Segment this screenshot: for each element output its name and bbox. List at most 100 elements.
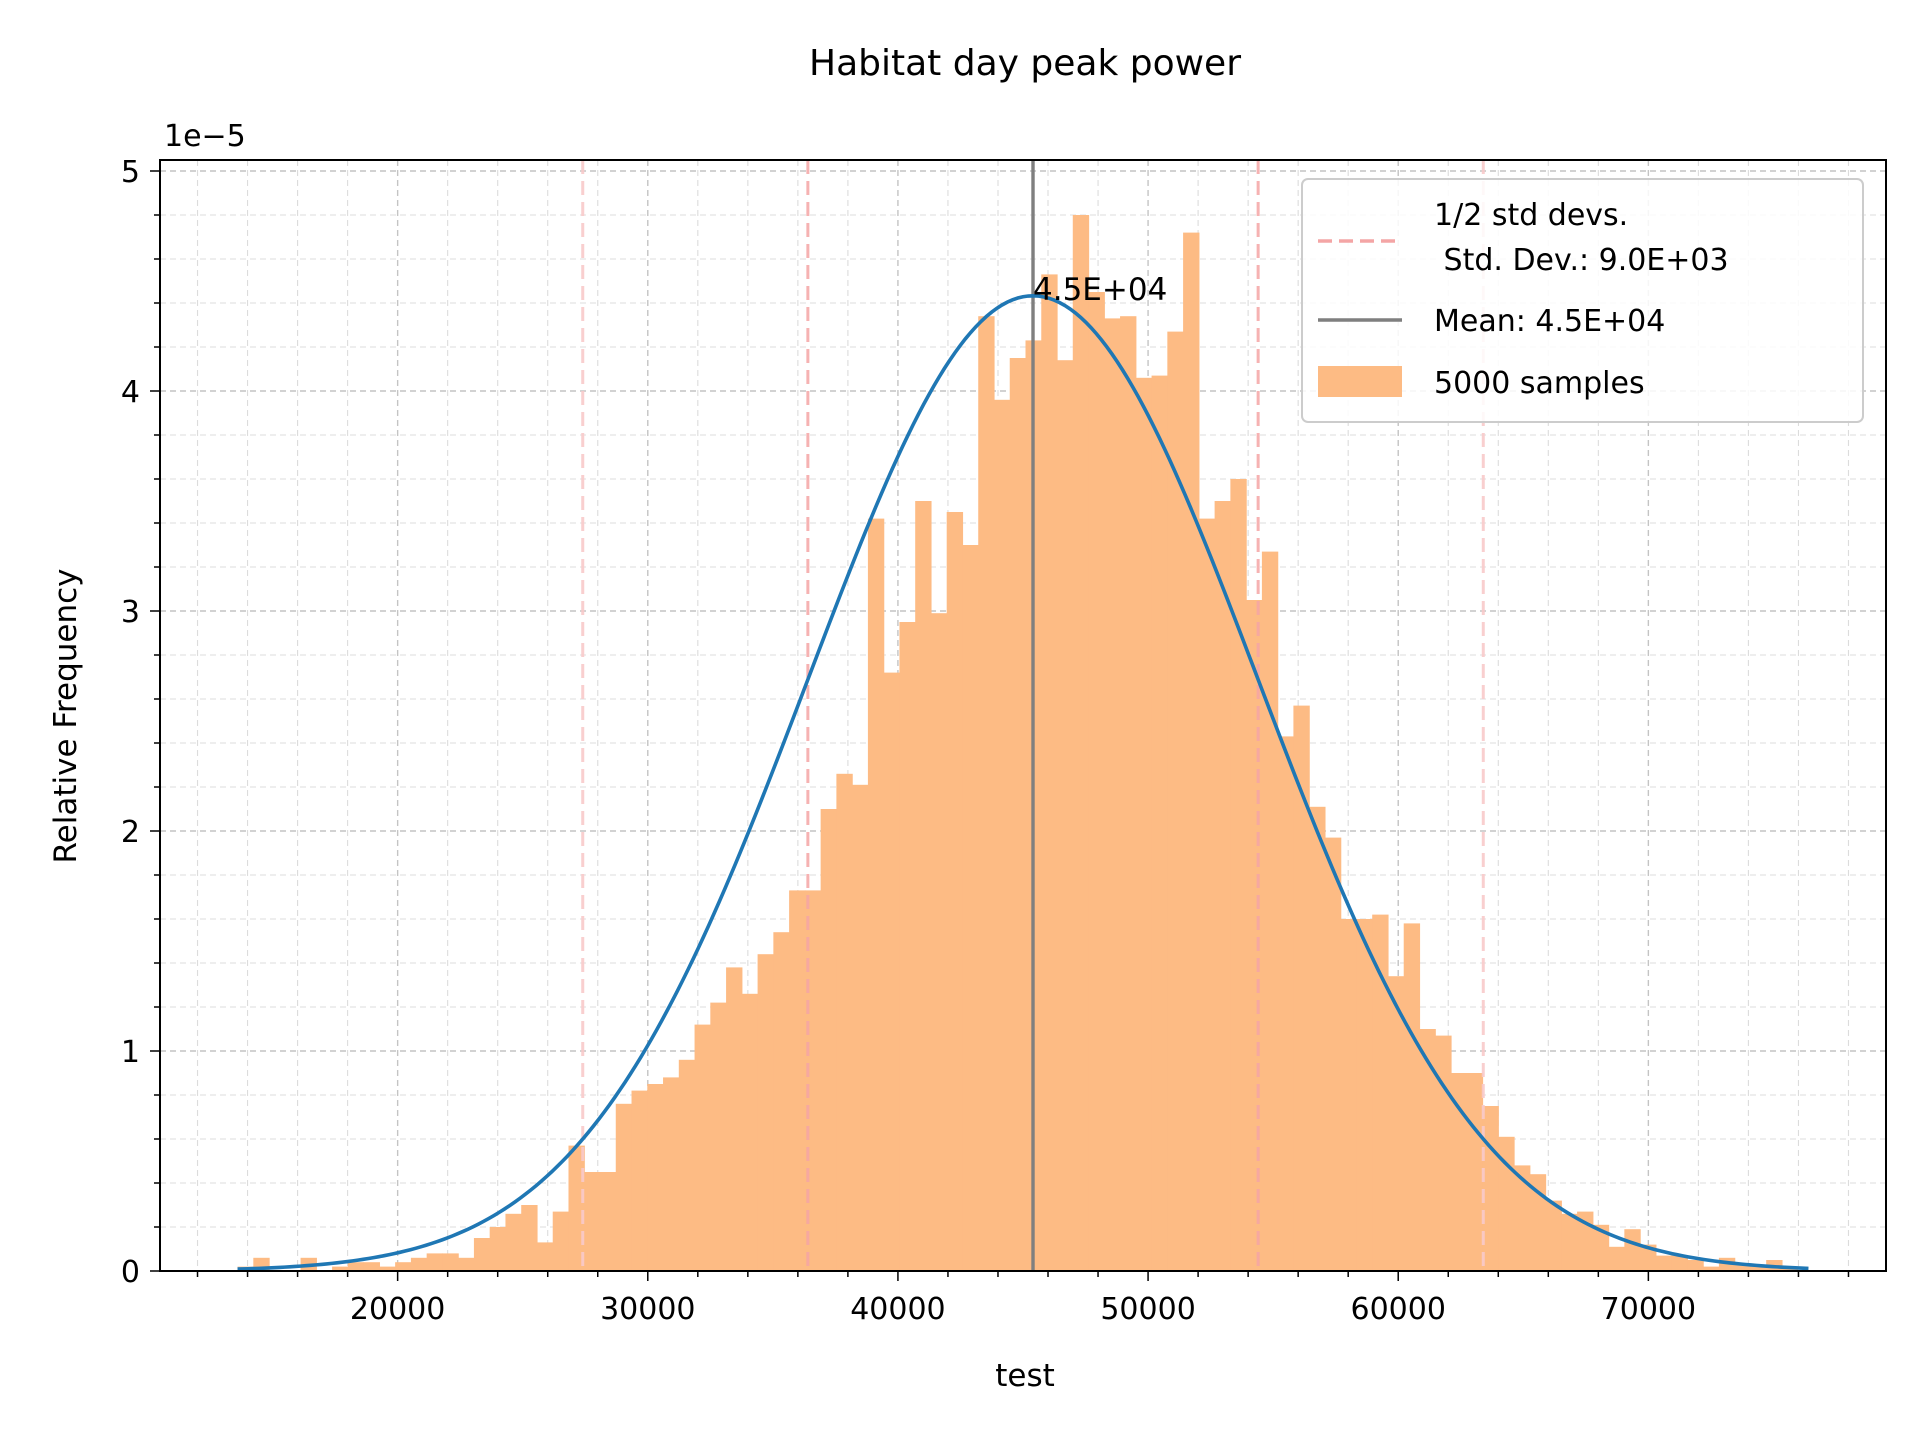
histogram-bar: [1655, 1255, 1673, 1271]
histogram-bar: [1277, 736, 1295, 1271]
histogram-bar: [1387, 976, 1405, 1271]
histogram-bar: [1671, 1255, 1688, 1271]
histogram-bar: [521, 1205, 538, 1271]
histogram-bar: [1608, 1246, 1625, 1271]
histogram-bar: [1435, 1035, 1452, 1271]
normal-fit-curve: [237, 294, 1809, 1271]
histogram-bar: [1293, 705, 1310, 1271]
y-offset-text: 1e−5: [164, 119, 246, 154]
histogram-bar: [836, 773, 853, 1271]
histogram-bar: [1072, 215, 1090, 1271]
histogram-bar: [993, 399, 1011, 1271]
histogram-bar: [536, 1242, 554, 1271]
y-tick-label: 0: [121, 1255, 140, 1290]
x-tick-label: 20000: [350, 1292, 445, 1327]
histogram-bar: [615, 1103, 633, 1271]
histogram-bar: [757, 954, 774, 1271]
histogram-bar: [710, 1002, 727, 1271]
histogram-bar: [978, 316, 995, 1271]
y-tick-label: 4: [121, 375, 140, 410]
histogram-bar: [363, 1262, 380, 1271]
histogram-bar: [663, 1077, 680, 1271]
histogram-bar: [489, 1227, 507, 1271]
legend-box: [1301, 178, 1864, 423]
histogram-bar: [332, 1266, 349, 1271]
histogram-bar: [1324, 837, 1342, 1271]
histogram-bar: [1135, 377, 1153, 1271]
legend-std-label: 1/2 std devs.: [1434, 198, 1628, 233]
histogram-bar: [1261, 551, 1279, 1271]
histogram-bar: [1750, 1266, 1767, 1271]
mean-annotation: 4.5E+04: [1033, 272, 1167, 308]
histogram-bar: [867, 518, 885, 1271]
histogram-bar: [1309, 806, 1326, 1271]
y-tick-label: 5: [121, 155, 140, 190]
x-tick-label: 50000: [1100, 1292, 1195, 1327]
histogram-bar: [426, 1253, 444, 1271]
histogram-bar: [820, 809, 837, 1271]
histogram-bar: [1057, 360, 1074, 1271]
y-tick-label: 1: [121, 1035, 140, 1070]
x-tick-label: 30000: [600, 1292, 695, 1327]
y-axis-label: Relative Frequency: [48, 568, 84, 863]
histogram-bar: [1640, 1244, 1657, 1271]
reference-lines: [581, 160, 1485, 1271]
histogram-bar: [1151, 375, 1168, 1272]
histogram-bar: [741, 993, 759, 1271]
histogram-bar: [899, 622, 916, 1271]
histogram-bar: [1545, 1200, 1562, 1271]
histogram-bar: [1529, 1174, 1547, 1271]
histogram-bar: [473, 1238, 491, 1271]
histogram-bar: [1482, 1106, 1499, 1271]
legend-std-value: Std. Dev.: 9.0E+03: [1434, 243, 1729, 278]
x-tick-label: 60000: [1350, 1292, 1445, 1327]
histogram-bar: [1230, 479, 1247, 1271]
histogram-bar: [1198, 518, 1216, 1271]
histogram-bar: [915, 501, 932, 1271]
histogram-bar: [552, 1211, 570, 1271]
histogram-bar: [1214, 501, 1231, 1271]
histogram-bar: [1592, 1224, 1610, 1271]
histogram-bar: [1703, 1266, 1720, 1271]
histogram-bar: [883, 672, 901, 1271]
histogram-bar: [1466, 1073, 1484, 1271]
histogram-bar: [1041, 274, 1058, 1271]
histogram-bar: [1734, 1264, 1752, 1271]
x-tick-label: 40000: [850, 1292, 945, 1327]
histogram-bar: [946, 512, 964, 1271]
histogram-bar: [1183, 232, 1200, 1272]
histogram-bar: [647, 1084, 664, 1271]
histogram-bar: [773, 932, 790, 1271]
histogram-bar: [442, 1253, 459, 1271]
plot-frame: [159, 159, 1887, 1272]
histogram-bar: [1246, 600, 1263, 1271]
histogram-bar: [1340, 919, 1358, 1271]
histogram-bar: [631, 1090, 648, 1271]
histogram-bar: [1561, 1213, 1578, 1271]
histogram-bar: [852, 784, 869, 1271]
histogram-bar: [1120, 316, 1137, 1271]
histogram-bar: [584, 1172, 601, 1271]
histogram-bar: [410, 1257, 428, 1271]
histogram-bar: [568, 1145, 585, 1271]
histogram-bar: [1514, 1165, 1531, 1271]
legend-hist-swatch: [1318, 366, 1402, 397]
histogram-bar: [1104, 318, 1121, 1271]
histogram-bar: [1403, 923, 1421, 1271]
histogram-bar: [789, 890, 806, 1271]
chart-title: Habitat day peak power: [809, 43, 1241, 84]
legend-samples-label: 5000 samples: [1434, 366, 1645, 401]
histogram-bar: [505, 1213, 522, 1271]
histogram-bar: [347, 1262, 365, 1271]
y-tick-label: 2: [121, 815, 140, 850]
histogram-bar: [726, 967, 743, 1271]
histogram-bar: [379, 1266, 396, 1271]
histogram-bar: [678, 1059, 696, 1271]
x-axis-label: test: [995, 1358, 1055, 1394]
histogram-bar: [1009, 358, 1027, 1271]
histogram-bar: [1624, 1229, 1641, 1271]
histogram-bar: [1088, 292, 1105, 1271]
histogram-bar: [694, 1024, 711, 1271]
x-tick-label: 70000: [1601, 1292, 1696, 1327]
